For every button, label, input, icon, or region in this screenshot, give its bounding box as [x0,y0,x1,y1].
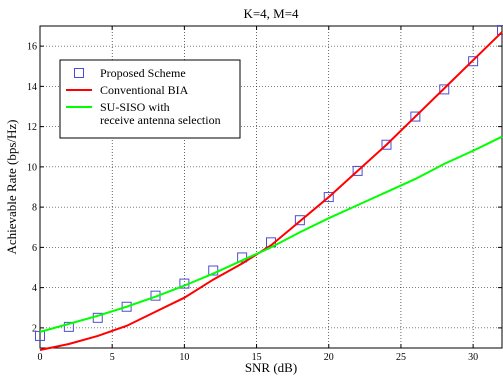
y-tick-label: 10 [27,162,37,173]
series-1 [39,31,503,351]
x-tick-label: 5 [110,352,115,363]
y-tick-label: 16 [27,42,37,53]
data-point-marker [381,139,392,150]
legend-label: receive antenna selection [100,113,221,127]
data-point-marker [352,165,363,176]
data-point-marker [439,84,450,95]
series-line [39,31,503,351]
x-tick-label: 0 [38,352,43,363]
axes: 0 5 10 15 20 25 30 2 4 6 8 10 12 14 16 [27,25,503,363]
y-tick-label: 14 [27,82,37,93]
x-tick-label: 15 [252,352,262,363]
series-line [39,135,503,333]
chart-title: K=4, M=4 [243,6,299,21]
legend-label: Conventional BIA [100,83,189,97]
data-point-marker [294,215,305,226]
series-layer [35,25,503,351]
y-tick-label: 6 [32,243,37,254]
x-tick-label: 25 [396,352,406,363]
y-axis-label: Achievable Rate (bps/Hz) [4,119,19,254]
y-tick-label: 8 [32,203,37,214]
axes-box [39,25,503,349]
data-point-marker [468,56,479,67]
legend-box [59,59,241,139]
legend: Proposed Scheme Conventional BIA SU-SISO w… [59,59,241,139]
x-tick-label: 10 [179,352,189,363]
data-point-marker [410,111,421,122]
x-tick-label: 30 [468,352,478,363]
y-tick-label: 2 [32,323,37,334]
legend-marker-swatch [74,68,84,78]
data-point-marker [323,192,334,203]
data-point-marker [121,301,132,312]
x-axis-label: SNR (dB) [245,360,297,375]
legend-label: Proposed Scheme [100,66,186,80]
data-point-marker [63,321,74,332]
y-tick-label: 4 [32,283,37,294]
data-point-marker [497,25,503,36]
series-2 [39,135,503,333]
legend-label: SU-SISO with [100,100,170,114]
x-tick-label: 20 [324,352,334,363]
y-tick-label: 12 [27,122,37,133]
